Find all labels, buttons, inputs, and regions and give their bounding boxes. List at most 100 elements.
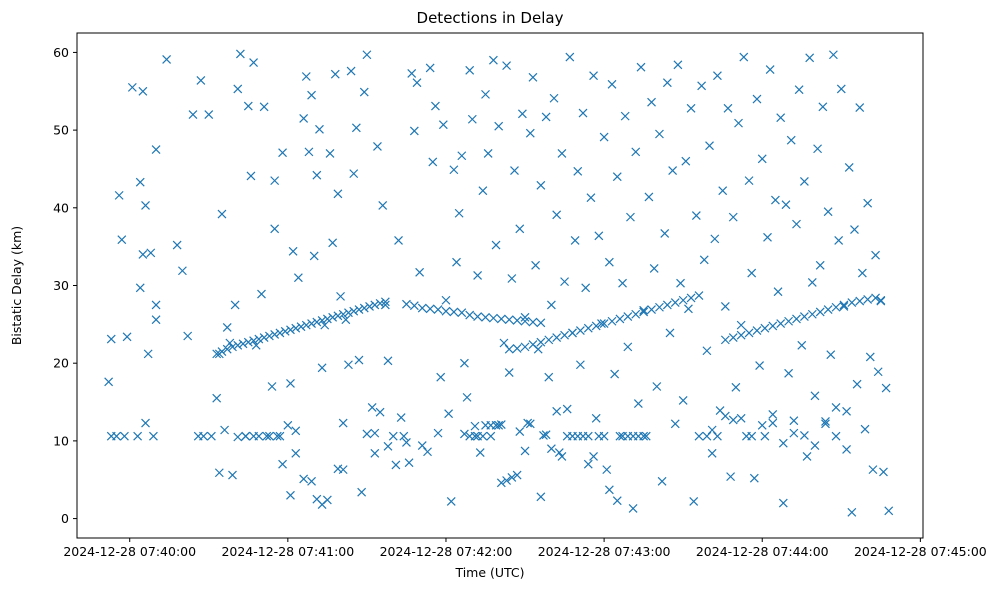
data-point-marker <box>512 316 522 325</box>
data-point-marker <box>233 340 243 350</box>
data-point-marker <box>857 268 867 278</box>
data-point-marker <box>536 492 546 502</box>
data-point-marker <box>528 72 538 82</box>
data-point-marker <box>639 431 649 441</box>
data-point-marker <box>860 424 870 434</box>
data-point-marker <box>362 50 372 60</box>
data-point-marker <box>831 302 841 312</box>
data-point-marker <box>162 54 172 64</box>
data-point-marker <box>707 448 717 458</box>
data-point-marker <box>141 418 150 428</box>
data-point-marker <box>747 268 757 278</box>
data-point-marker <box>467 114 477 124</box>
data-point-marker <box>781 200 791 210</box>
data-point-marker <box>228 470 237 480</box>
data-point-marker <box>267 382 277 391</box>
data-point-marker <box>823 305 833 315</box>
data-point-marker <box>333 311 343 321</box>
data-point-marker <box>433 305 443 315</box>
data-point-marker <box>336 291 345 301</box>
data-point-marker <box>839 300 849 310</box>
data-point-marker <box>544 335 554 345</box>
data-point-marker <box>257 289 266 299</box>
data-point-marker <box>560 277 569 287</box>
data-point-marker <box>842 406 851 416</box>
data-point-marker <box>446 497 456 506</box>
data-point-marker <box>836 84 846 94</box>
data-point-marker <box>568 328 577 338</box>
data-point-marker <box>301 72 311 81</box>
data-point-marker <box>799 176 809 186</box>
data-point-marker <box>702 346 712 356</box>
data-point-marker <box>264 331 274 341</box>
data-point-marker <box>354 355 364 365</box>
data-point-marker <box>828 50 838 60</box>
data-point-marker <box>283 420 293 430</box>
data-point-marker <box>312 317 322 327</box>
data-point-marker <box>286 490 295 500</box>
data-point-marker <box>686 293 696 303</box>
data-point-marker <box>307 319 316 328</box>
data-point-marker <box>383 441 393 451</box>
data-point-marker <box>307 476 316 486</box>
data-point-marker <box>744 328 754 338</box>
data-point-marker <box>676 278 685 288</box>
data-point-marker <box>578 108 588 118</box>
data-point-marker <box>367 403 377 412</box>
data-point-marker <box>726 472 736 482</box>
data-point-marker <box>813 144 823 154</box>
data-point-marker <box>315 124 324 134</box>
data-point-marker <box>770 195 780 205</box>
data-point-marker <box>114 190 124 200</box>
data-point-marker <box>299 114 309 123</box>
data-point-marker <box>575 360 585 370</box>
data-point-marker <box>815 307 825 317</box>
data-point-marker <box>863 198 873 208</box>
data-point-marker <box>301 320 311 330</box>
data-point-marker <box>233 432 243 442</box>
data-point-marker <box>773 287 783 297</box>
data-point-marker <box>794 85 804 95</box>
data-point-marker <box>647 305 656 315</box>
data-point-marker <box>317 316 327 325</box>
data-point-marker <box>749 473 759 483</box>
data-point-marker <box>394 236 403 245</box>
y-tick-label: 60 <box>53 45 69 60</box>
data-point-marker <box>520 446 530 456</box>
data-point-marker <box>821 419 830 429</box>
data-point-marker <box>536 337 546 347</box>
data-point-marker <box>259 333 269 342</box>
data-point-marker <box>660 229 670 238</box>
data-point-marker <box>604 485 614 495</box>
x-axis-label: Time (UTC) <box>454 565 524 580</box>
y-tick-label: 20 <box>53 356 69 371</box>
data-point-marker <box>665 328 675 338</box>
data-point-marker <box>357 487 367 497</box>
data-point-marker <box>615 431 625 441</box>
data-point-marker <box>270 176 280 186</box>
data-point-marker <box>599 132 609 142</box>
data-point-marker <box>697 81 707 91</box>
data-point-marker <box>557 148 567 158</box>
data-point-marker <box>428 157 438 167</box>
x-tick-label: 2024-12-28 07:43:00 <box>538 544 671 559</box>
data-point-marker <box>183 331 193 341</box>
data-point-marker <box>607 316 617 326</box>
data-point-marker <box>702 431 712 441</box>
data-point-marker <box>399 431 409 441</box>
data-point-marker <box>359 87 369 97</box>
data-point-marker <box>370 428 380 438</box>
data-point-marker <box>481 312 490 322</box>
data-point-marker <box>707 425 717 435</box>
data-point-marker <box>286 325 295 335</box>
data-point-marker <box>475 448 485 457</box>
data-point-marker <box>752 326 762 335</box>
data-point-marker <box>338 309 348 319</box>
data-point-marker <box>618 278 627 288</box>
data-point-marker <box>639 305 649 315</box>
data-point-marker <box>504 344 514 354</box>
data-point-marker <box>720 411 730 421</box>
data-point-marker <box>117 235 127 245</box>
data-point-marker <box>243 101 253 111</box>
data-point-marker <box>805 53 815 63</box>
